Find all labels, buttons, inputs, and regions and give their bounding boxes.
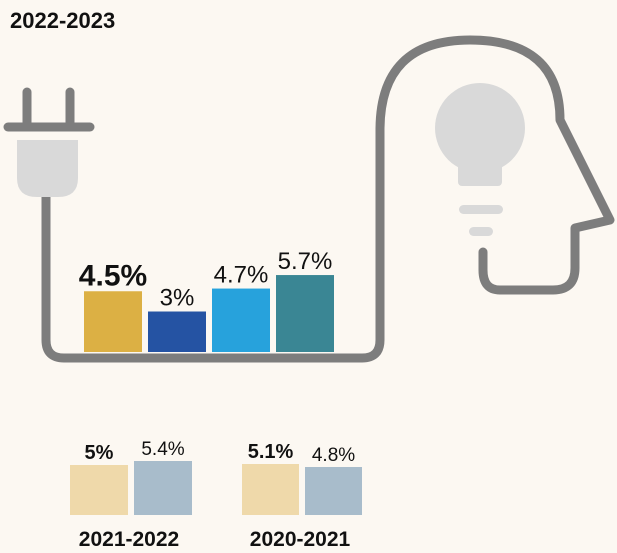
bar: [84, 291, 142, 352]
plug-body: [17, 140, 78, 197]
value-label: 4.5%: [79, 259, 147, 292]
value-label: 5.7%: [278, 248, 333, 275]
bulb: [435, 83, 525, 173]
value-label: 3%: [160, 285, 195, 312]
bulb-ring: [459, 205, 503, 214]
value-label: 5.4%: [141, 439, 184, 460]
bar: [305, 467, 362, 515]
chart-title: 2021-2022: [79, 528, 179, 551]
value-label: 5.1%: [248, 441, 294, 463]
bar: [148, 312, 206, 353]
chart-title: 2022-2023: [10, 8, 115, 33]
bar: [242, 464, 299, 515]
bulb-base: [458, 160, 502, 186]
value-label: 5%: [85, 442, 114, 464]
page: 2022-2023 4.5% 3% 4.7% 5.7% 2021-2022 5% 5.4% 20…: [0, 0, 617, 553]
bar: [70, 465, 128, 515]
bar: [212, 289, 270, 352]
chart-title: 2020-2021: [250, 528, 351, 551]
value-label: 4.8%: [312, 445, 355, 466]
bar: [276, 275, 334, 352]
value-label: 4.7%: [214, 262, 269, 289]
chart: 2022-2023 4.5% 3% 4.7% 5.7% 2021-2022 5% 5.4% 20…: [0, 0, 617, 553]
bar: [134, 461, 192, 515]
bulb-tip: [469, 227, 493, 236]
